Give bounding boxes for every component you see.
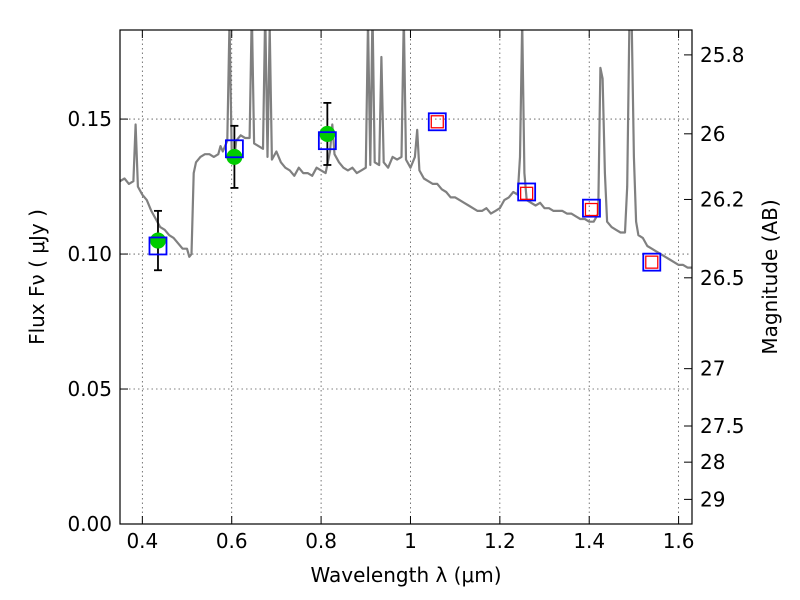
plot-area (120, 30, 692, 272)
mag-tick-label: 26.5 (700, 266, 745, 290)
model-band-square (517, 182, 537, 202)
plot-frame (119, 29, 693, 525)
x-tick-label: 1.4 (573, 529, 605, 553)
model-band-square (427, 112, 447, 132)
model-band-square (582, 198, 601, 218)
y-tick-label: 0.15 (67, 107, 112, 131)
upper-limit-square (430, 115, 444, 129)
mag-tick-label: 29 (700, 487, 725, 511)
model-band-square (642, 252, 662, 272)
x-tick-label: 0.6 (216, 529, 248, 553)
mag-tick-label: 27 (700, 357, 725, 381)
x-tick-label: 1.2 (484, 529, 516, 553)
y-tick-label: 0.00 (67, 512, 112, 536)
x-tick-label: 0.8 (305, 529, 337, 553)
mag-tick-label: 27.5 (700, 414, 745, 438)
model-spectrum-line (120, 30, 692, 269)
y-axis-label: Flux Fν ( μJy ) (25, 209, 49, 345)
y-tick-label: 0.10 (67, 242, 112, 266)
y-tick-label: 0.05 (67, 377, 112, 401)
upper-limit-square (520, 186, 534, 200)
x-tick-label: 1.6 (663, 529, 695, 553)
model-band-square (148, 236, 168, 256)
model-band-square (317, 131, 337, 151)
x-tick-label: 1 (404, 529, 417, 553)
upper-limit-square (645, 255, 659, 269)
upper-limit-square (584, 202, 599, 217)
mag-tick-label: 26.2 (700, 187, 745, 211)
mag-tick-label: 28 (700, 450, 725, 474)
observed-point (319, 125, 336, 142)
model-band-square (224, 139, 244, 159)
right-axis-label: Magnitude (AB) (758, 199, 782, 354)
x-axis-label: Wavelength λ (μm) (310, 563, 501, 587)
x-tick-label: 0.4 (126, 529, 158, 553)
observed-point (149, 232, 166, 249)
mag-tick-label: 26 (700, 122, 725, 146)
mag-tick-label: 25.8 (700, 43, 745, 67)
axes-layer: 0.4 0.6 0.8 1 1.2 1.4 1.6 0.00 0.05 0.10 0.15 25.8 2… (67, 30, 745, 553)
